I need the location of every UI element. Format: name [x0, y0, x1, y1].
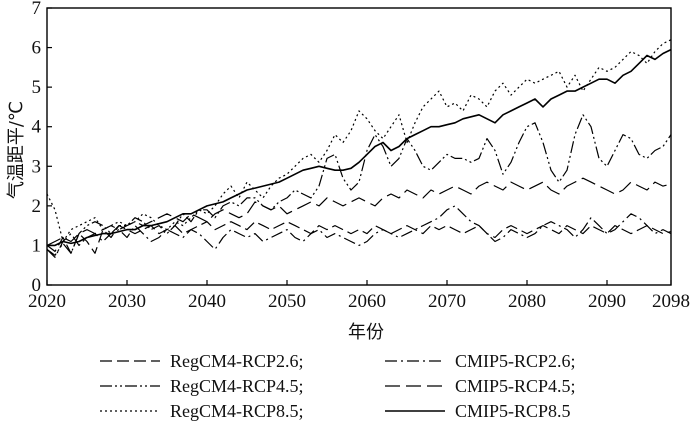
- x-tick-label: 2060: [348, 291, 386, 312]
- series-line-3: [46, 39, 672, 243]
- x-tick-label: 2020: [28, 291, 66, 312]
- y-tick-label: 4: [32, 117, 42, 138]
- y-tick-label: 3: [32, 156, 42, 177]
- y-tick-label: 6: [32, 38, 42, 59]
- series-line-2: [46, 114, 672, 256]
- x-tick-label: 2070: [428, 291, 466, 312]
- y-tick-label: 5: [32, 77, 42, 98]
- series-group: [46, 39, 672, 258]
- y-tick-label: 1: [32, 235, 42, 256]
- legend-label-4: CMIP5-RCP2.6;: [455, 351, 576, 371]
- ticks: 2020 2030 2040 2050 2060 2070 2080 2090 2098 0 1 2 3…: [28, 0, 690, 312]
- legend-label-5: CMIP5-RCP4.5;: [455, 376, 576, 396]
- legend-label-2: RegCM4-RCP4.5;: [170, 376, 304, 396]
- legend-label-3: RegCM4-RCP8.5;: [170, 401, 304, 421]
- legend: RegCM4-RCP2.6; CMIP5-RCP2.6; RegCM4-RCP4.5…: [100, 351, 576, 421]
- legend-label-1: RegCM4-RCP2.6;: [170, 351, 304, 371]
- series-line-6: [47, 48, 672, 247]
- x-axis-title: 年份: [348, 322, 384, 343]
- axes: [46, 7, 672, 286]
- y-tick-label: 2: [32, 196, 42, 217]
- x-tick-label: 2030: [108, 291, 146, 312]
- series-line-4: [46, 205, 672, 258]
- series-line-5: [46, 177, 672, 246]
- legend-label-6: CMIP5-RCP8.5: [455, 401, 571, 421]
- x-tick-label: 2098: [652, 291, 690, 312]
- plot-frame: [46, 7, 672, 286]
- x-tick-label: 2090: [588, 291, 626, 312]
- y-tick-label: 0: [32, 275, 42, 296]
- y-tick-label: 7: [32, 0, 42, 19]
- x-tick-label: 2040: [188, 291, 226, 312]
- y-axis-title: 气温距平/℃: [6, 101, 27, 199]
- x-tick-label: 2050: [268, 291, 306, 312]
- x-tick-label: 2080: [508, 291, 546, 312]
